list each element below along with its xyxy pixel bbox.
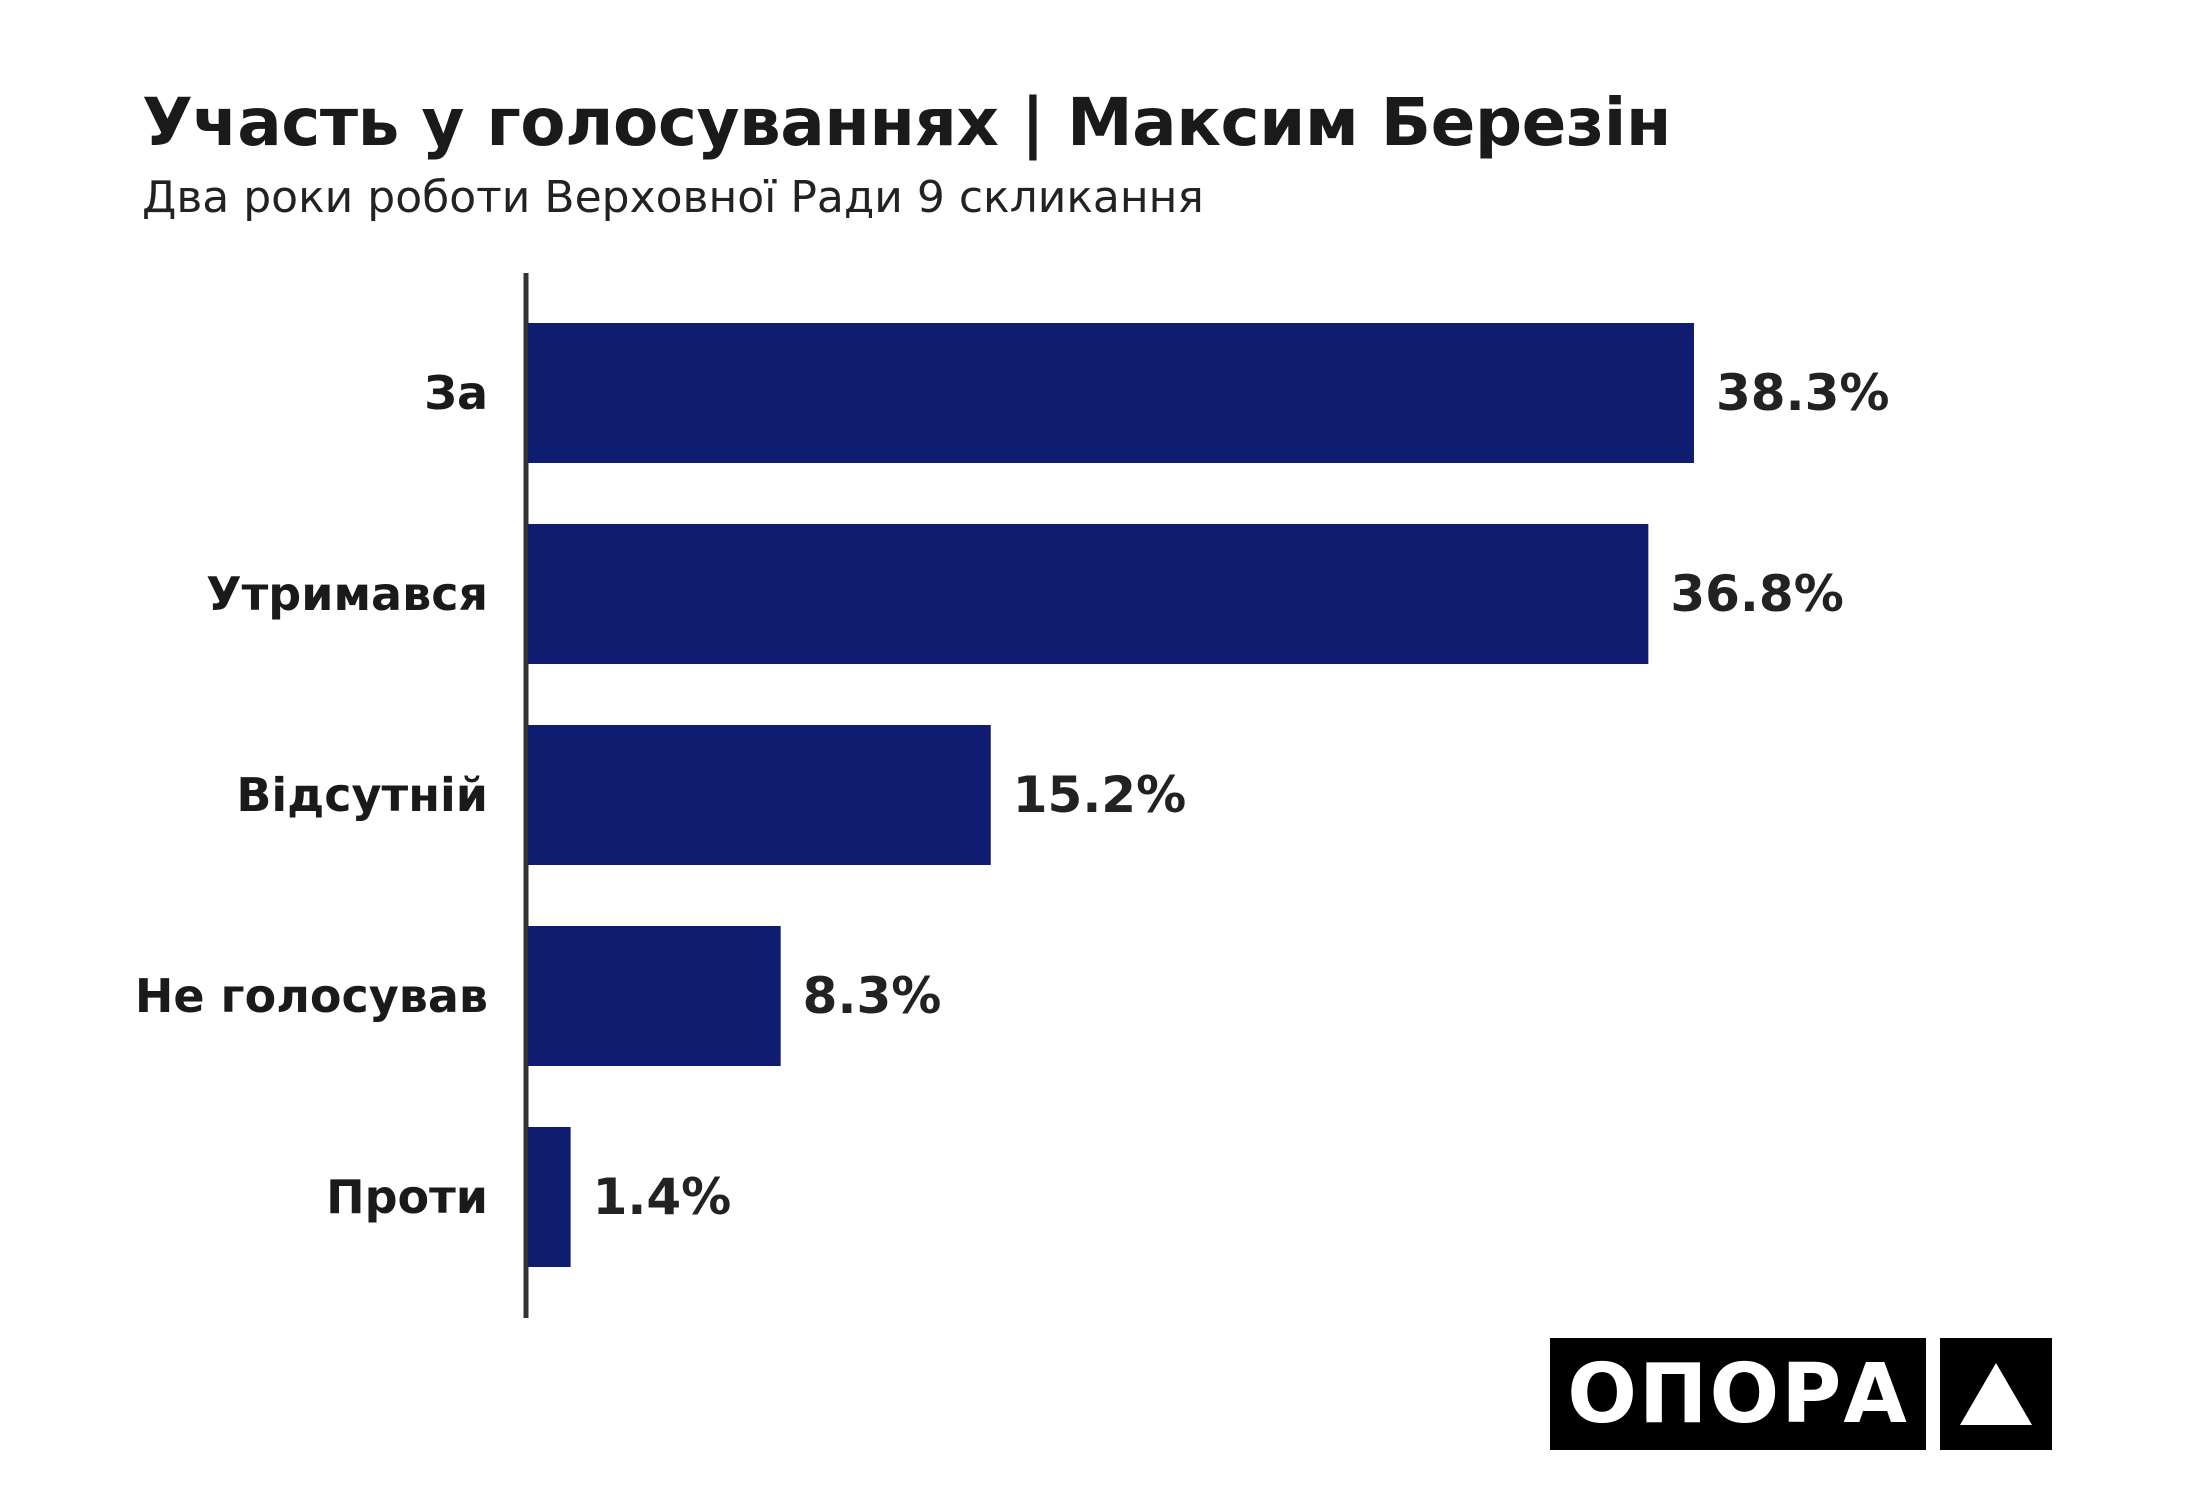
bar [528, 725, 991, 865]
value-label: 1.4% [593, 1168, 732, 1226]
category-label: За [424, 366, 488, 420]
bar [528, 323, 1694, 463]
bar [528, 926, 781, 1066]
logo-triangle-shape [1960, 1363, 2032, 1425]
opora-logo: ОПОРА [1550, 1338, 2052, 1450]
category-label: Проти [326, 1170, 488, 1224]
category-label: Утримався [206, 567, 488, 621]
chart-title: Участь у голосуваннях | Максим Березін [142, 84, 1671, 161]
value-label: 38.3% [1716, 364, 1889, 422]
bars-group: За 38.3% Утримався 36.8% Відсутній 15.2% Не го… [135, 323, 1889, 1267]
bar [528, 1127, 571, 1267]
category-label: Відсутній [236, 768, 488, 822]
logo-text: ОПОРА [1567, 1346, 1909, 1442]
chart-subtitle: Два роки роботи Верховної Ради 9 скликан… [142, 172, 1204, 223]
bar [528, 524, 1649, 664]
triangle-icon [1940, 1338, 2052, 1450]
value-label: 15.2% [1013, 766, 1186, 824]
category-label: Не голосував [135, 969, 488, 1023]
value-label: 8.3% [803, 967, 942, 1025]
logo-wordmark: ОПОРА [1550, 1338, 1926, 1450]
value-label: 36.8% [1670, 565, 1843, 623]
